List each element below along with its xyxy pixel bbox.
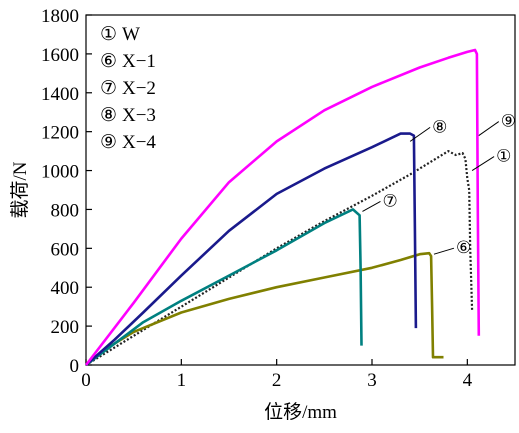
legend-label: X−4 bbox=[122, 132, 156, 153]
legend-label: X−3 bbox=[122, 105, 156, 126]
callout-leader bbox=[433, 247, 455, 255]
legend-marker: ① bbox=[100, 24, 117, 45]
axis-ticks: 0 1 2 3 4 0 200 400 600 800 1000 1200 1400 1600 1800 bbox=[41, 6, 473, 391]
callout-leader bbox=[478, 121, 500, 136]
series-line-4 bbox=[84, 48, 481, 366]
y-tick-label: 1000 bbox=[41, 162, 79, 183]
x-tick-label: 1 bbox=[177, 370, 187, 391]
x-tick-label: 0 bbox=[81, 370, 91, 391]
x-tick-label: 4 bbox=[463, 370, 473, 391]
callout-label: ⑧ bbox=[432, 117, 447, 136]
legend-label: X−2 bbox=[122, 78, 156, 99]
x-axis-label: 位移/mm bbox=[264, 401, 337, 423]
callout-leader bbox=[409, 126, 431, 142]
legend-label: W bbox=[122, 24, 140, 45]
legend-marker: ⑧ bbox=[100, 105, 117, 126]
series-line-2 bbox=[85, 208, 363, 367]
legend-marker: ⑦ bbox=[100, 78, 117, 99]
legend-label: X−1 bbox=[122, 51, 156, 72]
plot-area bbox=[85, 14, 516, 366]
callout-label: ⑥ bbox=[456, 238, 471, 257]
y-tick-label: 200 bbox=[51, 317, 80, 338]
x-tick-label: 2 bbox=[272, 370, 282, 391]
y-tick-label: 800 bbox=[51, 200, 80, 221]
legend-marker: ⑨ bbox=[100, 132, 117, 153]
series-group bbox=[84, 48, 481, 367]
callout-label: ① bbox=[496, 147, 511, 166]
series-line-0 bbox=[85, 150, 474, 366]
y-tick-label: 1800 bbox=[41, 6, 79, 27]
y-tick-label: 1200 bbox=[41, 123, 79, 144]
legend: ① W⑥ X−1⑦ X−2⑧ X−3⑨ X−4 bbox=[100, 24, 156, 153]
y-tick-label: 1400 bbox=[41, 84, 79, 105]
callout-label: ⑦ bbox=[382, 191, 397, 210]
y-tick-label: 600 bbox=[51, 239, 80, 260]
callout-label: ⑨ bbox=[501, 112, 516, 131]
x-tick-label: 3 bbox=[367, 370, 377, 391]
y-tick-label: 1600 bbox=[41, 45, 79, 66]
series-line-1 bbox=[85, 251, 444, 367]
callout-leader bbox=[362, 200, 381, 212]
y-tick-label: 400 bbox=[51, 278, 80, 299]
callout-leader bbox=[471, 156, 495, 171]
callouts-group: ① ⑥ ⑦ ⑧ ⑨ bbox=[362, 112, 516, 257]
y-tick-label: 0 bbox=[70, 356, 80, 377]
series-line-3 bbox=[85, 132, 418, 366]
plot-frame bbox=[85, 14, 516, 366]
legend-marker: ⑥ bbox=[100, 51, 117, 72]
y-axis-label: 载荷/N bbox=[9, 161, 31, 218]
